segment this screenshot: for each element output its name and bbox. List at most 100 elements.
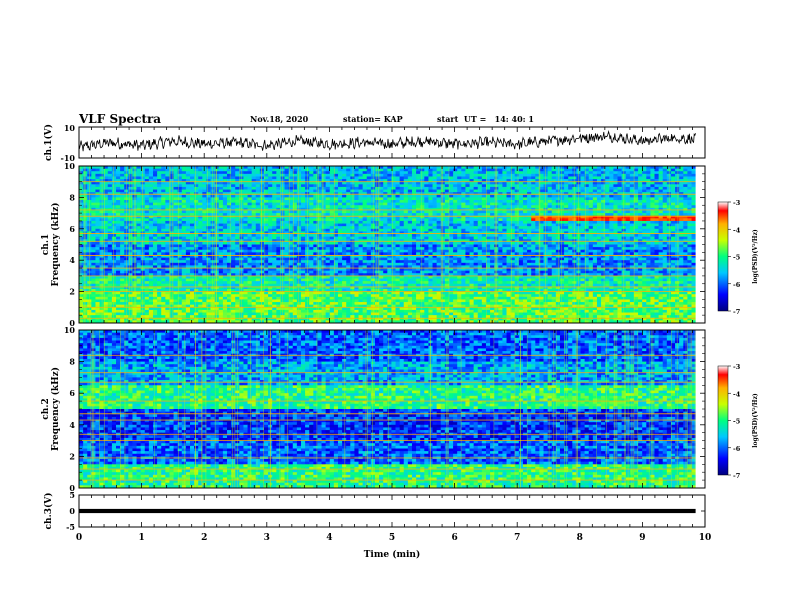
spectrogram-cell [502,205,507,209]
spectrogram-cell [173,228,179,232]
spectrogram-cell [194,236,199,240]
spectrogram-cell [453,192,458,196]
spectrogram-cell [448,176,454,180]
spectrogram-cell [342,239,347,243]
spectrogram-cell [128,226,133,230]
spectrogram-cell [691,189,697,193]
spectrogram-cell [506,234,512,238]
spectrogram-cell [527,194,532,198]
spectrogram-cell [559,184,565,188]
spectrogram-cell [601,236,606,240]
spectrogram-cell [272,205,277,209]
spectrogram-cell [317,239,322,243]
spectrogram-cell [670,194,676,198]
spectrogram-cell [613,179,618,183]
spectrogram-cell [485,194,491,198]
spectrogram-cell [181,239,187,243]
spectrogram-cell [531,189,536,193]
spectrogram-cell [440,239,446,243]
spectrogram-cell [440,202,446,206]
spectrogram-cell [531,236,536,240]
spectrogram-cell [198,249,203,253]
spectrogram-cell [683,179,688,183]
spectrogram-cell [473,171,479,175]
spectrogram-cell [226,186,232,190]
spectrogram-cell [366,197,372,201]
spectrogram-cell [465,247,470,251]
spectrogram-cell [568,223,573,227]
spectrogram-cell [136,176,142,180]
spectrogram-cell [662,200,668,204]
spectrogram-cell [173,197,179,201]
spectrogram-cell [555,176,561,180]
spectrogram-cell [399,207,405,211]
spectrogram-cell [432,181,438,185]
spectrogram-cell [387,192,392,196]
spectrogram-cell [568,189,573,193]
spectrogram-cell [658,186,664,190]
spectrogram-cell [416,244,421,248]
spectrogram-cell [358,173,364,177]
spectrogram-cell [613,226,618,230]
spectrogram-cell [247,241,253,245]
spectrogram-cell [399,192,405,196]
spectrogram-cell [403,197,409,201]
spectrogram-cell [403,194,409,198]
spectrogram-cell [691,179,697,183]
spectrogram-cell [448,231,454,235]
spectrogram-cell [403,186,409,190]
spectrogram-cell [333,244,339,248]
spectrogram-cell [128,244,133,248]
spectrogram-cell [679,244,684,248]
spectrogram-cell [514,228,520,232]
spectrogram-cell [416,249,421,253]
spectrogram-cell [477,215,483,219]
spectrogram-cell [95,179,100,183]
spectrogram-cell [580,181,586,185]
spectrogram-cell [309,181,314,185]
spectrogram-cell [613,189,618,193]
spectrogram-cell [642,239,647,243]
spectrogram-cell [469,166,475,170]
spectrogram-cell [428,192,433,196]
spectrogram-cell [387,241,392,245]
spectrogram-cell [465,171,470,175]
spectrogram-cell [255,244,261,248]
spectrogram-cell [148,220,154,224]
spectrogram-cell [424,247,429,251]
spectrogram-cell [514,184,520,188]
spectrogram-cell [461,210,466,214]
spectrogram-cell [292,192,298,196]
spectrogram-cell [313,179,318,183]
spectrogram-cell [374,200,380,204]
spectrogram-cell [79,207,84,211]
spectrogram-cell [498,239,503,243]
spectrogram-cell [547,226,553,230]
spectrogram-cell [128,241,133,245]
spectrogram-cell [465,210,470,214]
spectrogram-cell [374,239,380,243]
spectrogram-cell [342,205,347,209]
spectrogram-cell [136,200,142,204]
spectrogram-cell [444,173,450,177]
spectrogram-cell [140,236,146,240]
spectrogram-cell [346,184,351,188]
spectrogram-cell [120,179,125,183]
spectrogram-cell [194,223,199,227]
spectrogram-cell [424,197,429,201]
spectrogram-cell [457,215,462,219]
spectrogram-cell [358,226,364,230]
spectrogram-cell [539,189,544,193]
spectrogram-cell [276,179,281,183]
spectrogram-cell [296,220,302,224]
spectrogram-cell [629,205,635,209]
spectrogram-cell [633,171,639,175]
spectrogram-cell [358,236,364,240]
spectrogram-cell [518,234,524,238]
spectrogram-cell [473,210,479,214]
spectrogram-cell [514,247,520,251]
spectrogram-cell [148,218,154,222]
spectrogram-cell [424,239,429,243]
spectrogram-cell [646,234,651,238]
spectrogram-cell [564,210,569,214]
